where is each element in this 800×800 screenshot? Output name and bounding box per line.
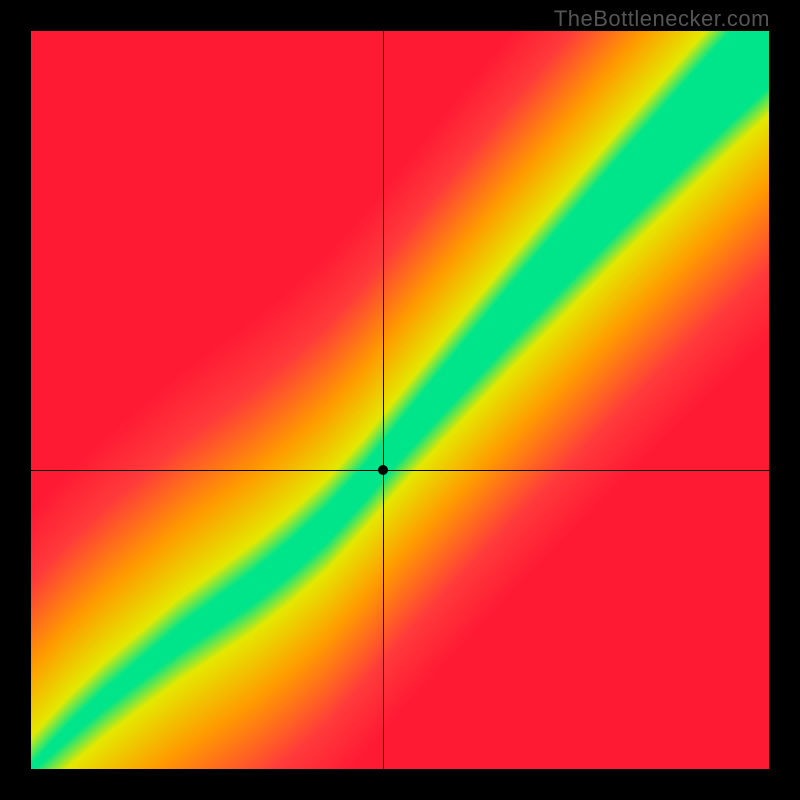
chart-container: TheBottlenecker.com [0, 0, 800, 800]
watermark-text: TheBottlenecker.com [554, 6, 770, 32]
heatmap-plot [30, 30, 770, 770]
crosshair-vertical [383, 30, 384, 770]
heatmap-canvas [30, 30, 770, 770]
crosshair-horizontal [30, 470, 770, 471]
selection-marker [378, 465, 388, 475]
